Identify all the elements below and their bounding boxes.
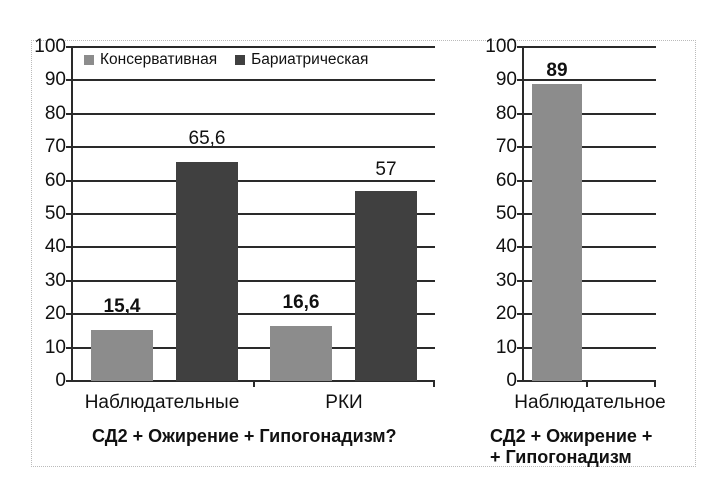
left-y-tick-label: 50: [44, 203, 66, 224]
left-gridline: [71, 213, 435, 215]
category-label-observational: Наблюдательные: [84, 392, 240, 413]
value-label-obs-conservative: 15,4: [103, 296, 141, 317]
left-gridline: [71, 112, 435, 115]
right-y-tick: [517, 146, 523, 149]
right-chart-title-line1: СД2 + Ожирение +: [490, 426, 653, 446]
left-gridline: [71, 79, 435, 82]
legend-item-conservative: Консервативная: [84, 51, 217, 69]
right-y-tick-label: 60: [495, 169, 517, 191]
right-y-tick: [517, 46, 523, 48]
left-y-tick-label: 20: [44, 303, 66, 325]
legend-swatch-conservative: [84, 55, 94, 65]
left-y-tick-label: 40: [44, 236, 66, 258]
right-gridline: [522, 179, 656, 182]
left-y-tick-label: 0: [55, 370, 66, 391]
figure-frame: [31, 40, 696, 467]
right-y-tick: [517, 380, 523, 382]
bar-conservative: [270, 325, 332, 381]
left-x-tick: [253, 381, 255, 387]
right-gridline: [522, 213, 656, 215]
right-y-tick: [517, 246, 523, 249]
left-y-tick: [66, 246, 72, 249]
right-gridline: [522, 246, 656, 249]
right-y-tick: [517, 279, 523, 282]
right-y-tick-label: 0: [506, 370, 517, 391]
left-y-tick: [66, 46, 72, 48]
left-y-tick-label: 10: [44, 336, 66, 358]
right-x-tick: [654, 381, 656, 387]
left-y-tick-label: 100: [34, 36, 66, 57]
right-gridline: [522, 46, 656, 48]
right-y-tick-label: 90: [495, 69, 517, 91]
left-gridline: [71, 346, 435, 349]
right-gridline: [522, 146, 656, 149]
value-label-right: 89: [546, 60, 568, 81]
left-chart-title: СД2 + Ожирение + Гипогонадизм?: [92, 426, 397, 446]
left-gridline: [71, 46, 435, 48]
legend: Консервативная Бариатрическая: [84, 51, 368, 69]
right-x-axis: [522, 380, 656, 382]
bar-conservative: [91, 329, 153, 381]
bar-bariatric: [355, 190, 417, 381]
value-label-rct-bariatric: 57: [375, 159, 397, 180]
left-y-tick: [66, 179, 72, 182]
bar-bariatric: [176, 161, 238, 381]
left-y-tick-label: 80: [44, 102, 66, 124]
right-gridline: [522, 279, 656, 282]
right-y-tick-label: 40: [495, 236, 517, 258]
right-y-tick: [517, 79, 523, 82]
right-y-tick-label: 10: [495, 336, 517, 358]
left-x-tick: [433, 381, 435, 387]
right-y-tick-label: 100: [485, 36, 517, 57]
right-gridline: [522, 112, 656, 115]
value-label-obs-bariatric: 65,6: [188, 128, 226, 149]
left-gridline: [71, 146, 435, 149]
right-gridline: [522, 313, 656, 316]
left-y-tick-label: 30: [44, 269, 66, 291]
legend-label-conservative: Консервативная: [100, 51, 218, 68]
value-label-rct-conservative: 16,6: [282, 292, 320, 313]
left-gridline: [71, 313, 435, 316]
left-gridline: [71, 179, 435, 182]
bar-right-conservative: [532, 83, 582, 381]
right-y-tick: [517, 346, 523, 349]
left-y-tick-label: 90: [44, 69, 66, 91]
left-y-tick: [66, 346, 72, 349]
right-y-tick-label: 30: [495, 269, 517, 291]
legend-swatch-bariatric: [235, 55, 246, 65]
category-label-right: Наблюдательное: [514, 392, 666, 413]
left-y-tick: [66, 313, 72, 316]
right-chart-title-line2: + Гипогонадизм: [490, 447, 632, 467]
left-y-tick: [66, 79, 72, 82]
category-label-rct: РКИ: [325, 392, 363, 413]
left-y-tick: [66, 146, 72, 149]
right-y-tick-label: 80: [495, 102, 517, 124]
left-y-tick-label: 70: [44, 136, 66, 158]
left-y-tick: [66, 112, 72, 115]
left-y-axis: [71, 46, 73, 382]
legend-item-bariatric: Бариатрическая: [235, 51, 368, 69]
left-y-tick: [66, 380, 72, 382]
right-y-tick: [517, 313, 523, 316]
right-gridline: [522, 79, 656, 82]
right-y-tick: [517, 112, 523, 115]
right-y-tick-label: 20: [495, 303, 517, 325]
left-y-tick-label: 60: [44, 169, 66, 191]
right-x-tick: [586, 381, 588, 387]
right-y-tick: [517, 179, 523, 182]
right-gridline: [522, 346, 656, 349]
legend-label-bariatric: Бариатрическая: [251, 51, 369, 68]
left-y-tick: [66, 213, 72, 215]
left-y-tick: [66, 279, 72, 282]
right-y-tick: [517, 213, 523, 215]
right-y-tick-label: 70: [495, 136, 517, 158]
left-gridline: [71, 279, 435, 282]
right-y-tick-label: 50: [495, 203, 517, 224]
left-gridline: [71, 246, 435, 249]
right-y-axis: [522, 46, 524, 382]
